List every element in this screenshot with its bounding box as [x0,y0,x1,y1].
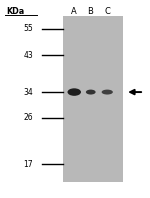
Ellipse shape [102,89,113,94]
Ellipse shape [86,89,96,94]
Text: C: C [104,7,110,16]
Text: 43: 43 [23,51,33,60]
Text: 26: 26 [23,113,33,122]
Text: 55: 55 [23,24,33,33]
Text: B: B [87,7,93,16]
Text: KDa: KDa [6,7,24,16]
Ellipse shape [68,88,81,96]
Text: 17: 17 [23,160,33,169]
Bar [63,16,123,182]
Text: A: A [71,7,77,16]
Text: 34: 34 [23,88,33,97]
